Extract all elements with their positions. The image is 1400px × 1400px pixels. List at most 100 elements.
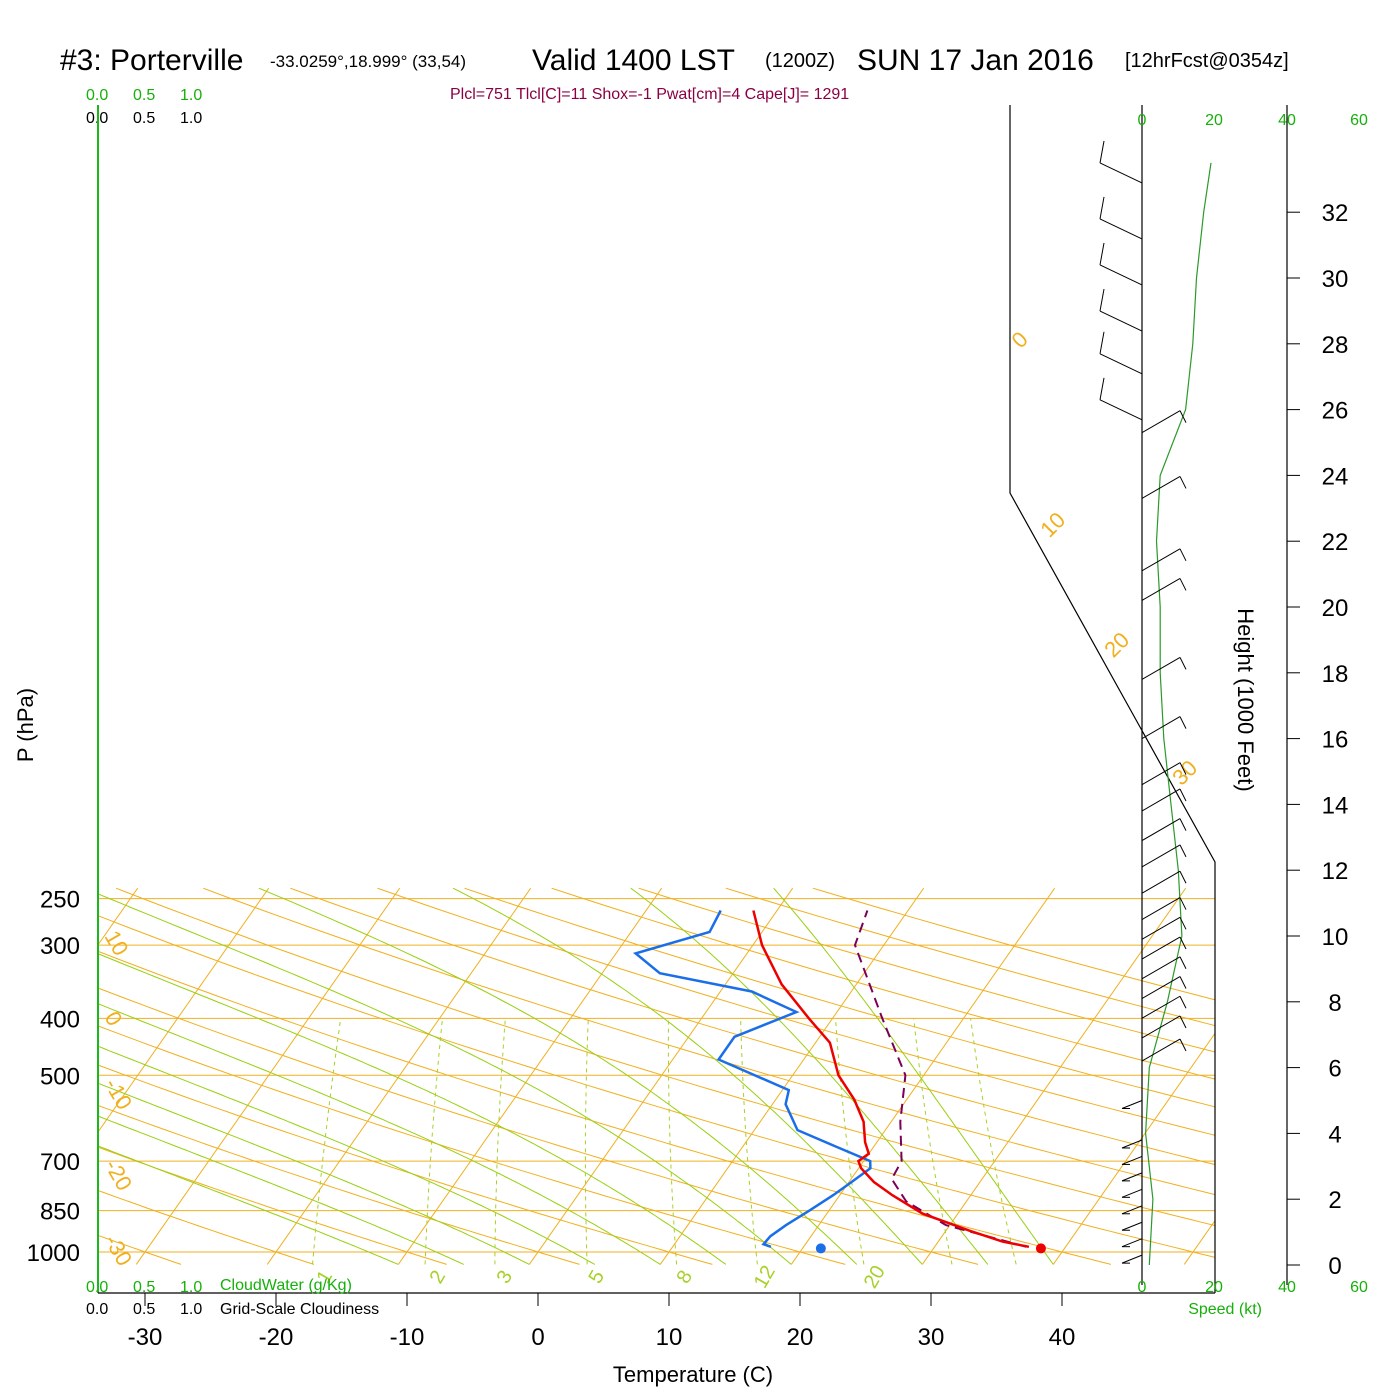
wind-barb-staff [1141,716,1181,740]
x-axis-label: Temperature (C) [613,1362,773,1387]
wind-barb [1121,1155,1143,1165]
wind-barb-staff [1141,956,1181,980]
temperature-axis: -30 -20 -10 0 10 20 30 40 [128,1293,1076,1351]
dry-adiabat-line [638,887,1215,1265]
wind-barb-flag [1099,288,1105,312]
dry-adiabat-line [551,887,1215,1265]
isotherm-line [790,887,1056,1265]
isotherm-line [528,887,794,1265]
station-coords: -33.0259°,18.999° (33,54) [270,52,466,71]
height-tick-label: 30 [1322,266,1349,293]
plot-frame [1009,105,1216,1293]
mixing-ratio-label: 12 [750,1262,780,1292]
wind-barb-staff [1121,1254,1143,1264]
height-tick-label: 32 [1322,200,1349,227]
wind-barb-staff [1121,1139,1143,1149]
x-tick-label: -10 [390,1324,425,1351]
moist-adiabat-line [773,887,1054,1265]
wind-barb [1121,1238,1143,1248]
temperature-line [752,910,1030,1249]
moist-adiabat-line [98,887,530,1265]
y-axis-label: P (hPa) [13,688,38,762]
wind-barb [1121,1100,1143,1109]
dry-adiabat-line [98,887,1215,1265]
wind-barb [1141,844,1187,868]
dry-adiabat-line [377,887,1215,1265]
cloudwater-tick: 0.0 [86,1279,108,1296]
x-tick-label: 10 [656,1324,683,1351]
mixing-ratio-line [970,1018,1017,1265]
isotherm-line [98,887,270,1265]
speed-tick: 0 [1138,112,1147,129]
cloudwater-tick: 1.0 [180,1279,202,1296]
cloudiness-tick: 1.0 [180,110,202,127]
dry-adiabat-line [98,887,713,1265]
x-tick-label: -30 [128,1324,163,1351]
dry-adiabat-line [98,887,315,1265]
wind-barb-staff [1141,1038,1181,1062]
isotherm-line [1052,887,1215,1265]
wind-barb-feather [1179,762,1187,775]
wind-barb [1141,995,1187,1019]
wind-barb [1121,1172,1143,1182]
height-tick-label: 22 [1322,529,1349,556]
x-tick-label: 0 [531,1324,544,1351]
mixing-ratio-label: 3 [492,1267,517,1288]
wind-barb-feather [1179,548,1187,562]
cloudwater-scale-top: 0.0 0.5 1.0 [86,87,202,104]
height-tick-label: 4 [1328,1121,1341,1148]
speed-scale-top: 0 20 40 60 [1138,112,1368,129]
mixing-ratio-line [667,1018,678,1265]
height-tick-label: 28 [1322,332,1349,359]
wind-barb-staff [1121,1100,1143,1109]
wind-barb-staff [1099,264,1143,286]
wind-barb [1141,1038,1187,1062]
cloudiness-label: Grid-Scale Cloudiness [220,1301,379,1318]
x-tick-label: 40 [1049,1324,1076,1351]
cloudiness-tick: 0.5 [133,110,155,127]
wind-barb [1099,196,1143,240]
cloudwater-tick: 0.5 [133,1279,155,1296]
wind-barb [1141,656,1187,680]
height-tick-label: 16 [1322,727,1349,754]
dry-adiabat-line [98,887,1112,1265]
wind-barb-feather [1179,716,1187,729]
mixing-ratio-label: 8 [672,1267,697,1288]
speed-tick: 20 [1205,1279,1223,1296]
isotherm-line [135,887,401,1265]
profiles [632,909,1046,1254]
mixing-ratio-label: 20 [860,1262,890,1292]
pressure-tick-label: 850 [40,1199,80,1226]
speed-tick: 40 [1278,1279,1296,1296]
speed-tick: 60 [1350,1279,1368,1296]
wind-barb [1141,956,1187,980]
height-tick-label: 6 [1328,1056,1341,1083]
wind-barb-staff [1099,218,1143,240]
cloudwater-tick: 0.5 [133,87,155,104]
wind-barb [1121,1188,1143,1198]
height-tick-label: 14 [1322,792,1349,819]
moist-adiabat-line [452,887,923,1265]
wind-barb [1141,1015,1187,1039]
valid-time: Valid 1400 LST [532,44,735,77]
wind-barb-staff [1141,844,1181,868]
wind-barb-staff [1141,788,1181,812]
mixing-ratio-line [913,1018,953,1265]
wind-barb-staff [1141,818,1181,842]
mixing-ratio-line [740,1018,758,1265]
station-title: #3: Porterville [60,44,243,77]
wind-barb-staff [1121,1155,1143,1165]
wind-barb-flag [1099,331,1105,354]
wind-barb-staff [1099,353,1143,375]
dry-adiabat-line [290,887,1215,1265]
speed-label: Speed (kt) [1188,1301,1262,1318]
wind-barb [1121,1221,1143,1231]
wind-barb-flag [1099,377,1105,400]
isotherm-line [659,887,925,1265]
wind-barb-flag [1099,196,1105,219]
mixing-ratio-label: 2 [425,1267,450,1288]
forecast-date: SUN 17 Jan 2016 [857,44,1094,77]
moist-adiabat-line [98,887,399,1265]
wind-barb-staff [1121,1238,1143,1248]
wind-barb [1099,377,1143,421]
